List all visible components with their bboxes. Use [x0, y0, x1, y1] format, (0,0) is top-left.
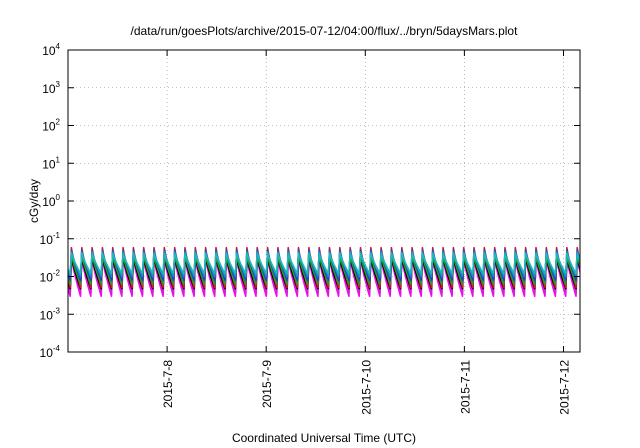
y-tick-label: 10-2 [40, 269, 61, 285]
x-axis: 2015-7-8 2015-7-9 2015-7-10 2015-7-11 2015-7… [161, 50, 571, 415]
y-tick-label: 10-3 [40, 306, 61, 322]
y-tick-label: 103 [42, 80, 60, 96]
y-axis-label: cGy/day [27, 179, 41, 223]
y-tick-label: 10-4 [40, 344, 61, 360]
x-tick-label: 2015-7-8 [161, 360, 175, 408]
x-axis-label: Coordinated Universal Time (UTC) [232, 431, 416, 445]
y-tick-label: 100 [42, 193, 60, 209]
x-tick-label: 2015-7-10 [359, 360, 373, 415]
chart-title: /data/run/goesPlots/archive/2015-07-12/0… [131, 24, 519, 38]
x-tick-label: 2015-7-12 [557, 360, 571, 415]
series-line [68, 254, 580, 286]
y-axis: 10-4 10-3 10-2 10-1 100 101 102 103 104 [40, 42, 580, 360]
series-line [68, 253, 580, 275]
y-tick-label: 101 [42, 155, 60, 171]
series-layer [68, 246, 580, 297]
grid [68, 50, 580, 352]
y-tick-label: 102 [42, 118, 60, 134]
x-tick-label: 2015-7-11 [458, 360, 472, 414]
y-tick-label: 10-1 [40, 231, 61, 247]
y-tick-label: 104 [42, 42, 60, 58]
x-tick-label: 2015-7-9 [260, 360, 274, 408]
